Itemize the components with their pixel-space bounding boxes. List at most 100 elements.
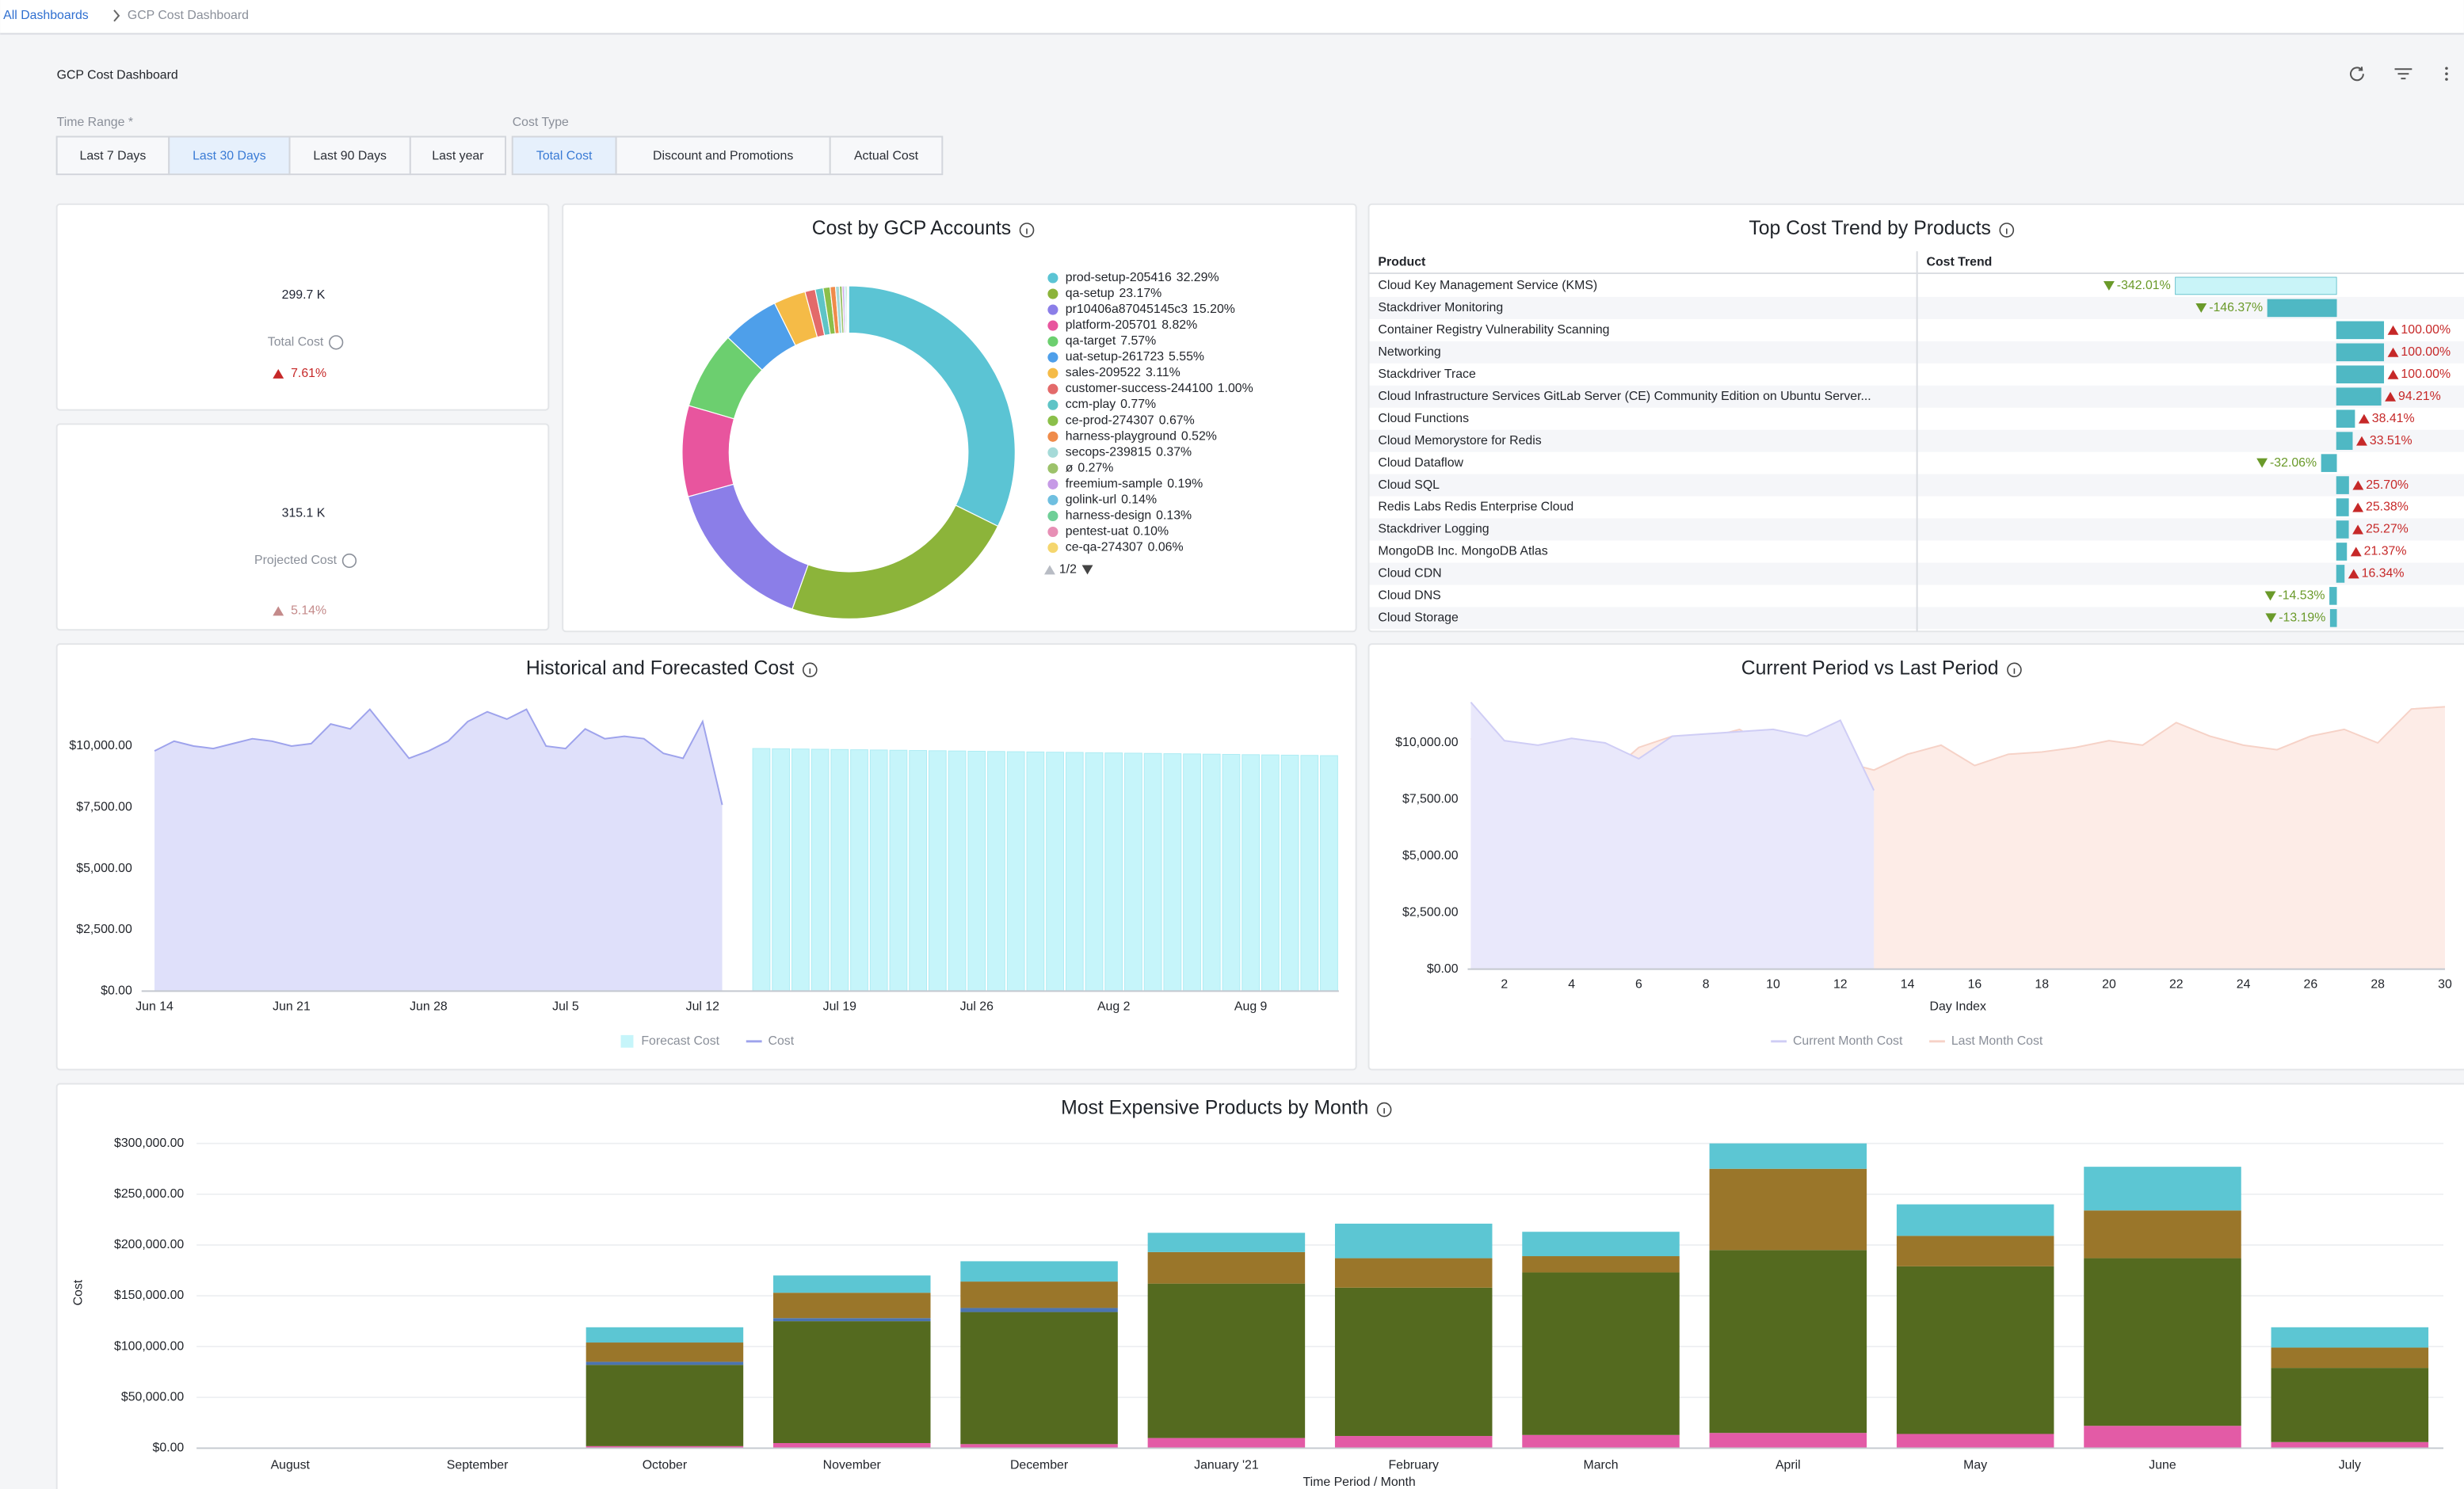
legend-label: pentest-uat: [1066, 525, 1129, 539]
x-tick-label: 8: [1703, 978, 1710, 992]
product-name: Cloud CDN: [1378, 567, 1441, 581]
bar-segment: [585, 1445, 744, 1449]
legend-label: freemium-sample: [1066, 478, 1163, 491]
legend-value: 1.00%: [1218, 382, 1253, 395]
filter-button[interactable]: [168, 135, 291, 176]
forecast-bar: [1300, 755, 1319, 992]
legend-swatch: [1047, 494, 1058, 505]
bar-segment: [1147, 1232, 1306, 1252]
filter-option[interactable]: Last 7 Days: [80, 150, 147, 163]
filter-option[interactable]: Total Cost: [536, 150, 593, 163]
legend-entry: harness-playground 0.52%: [1066, 429, 1217, 443]
x-tick-label: Aug 2: [1097, 1000, 1131, 1013]
dot: [2445, 67, 2448, 70]
y-tick-label: $50,000.00: [121, 1390, 185, 1403]
legend-page: 1/2: [1059, 563, 1077, 577]
refresh-icon[interactable]: [2350, 67, 2364, 82]
kpi-change: 5.14%: [291, 604, 326, 618]
bar-segment: [772, 1318, 931, 1322]
dot: [2445, 72, 2448, 75]
forecast-bar: [1320, 755, 1338, 992]
y-tick-label: $150,000.00: [114, 1289, 184, 1302]
filter-icon[interactable]: [2394, 68, 2413, 80]
legend-swatch: [1047, 447, 1058, 458]
pie-slice: [681, 405, 735, 497]
product-name: Cloud Memorystore for Redis: [1378, 434, 1541, 447]
trend-label: 100.00%: [2401, 367, 2451, 381]
legend-value: 5.55%: [1169, 350, 1204, 364]
trend-bar: [2336, 432, 2353, 450]
y-tick-label: $5,000.00: [1402, 849, 1459, 863]
filter-button[interactable]: [409, 135, 506, 176]
bar-segment: [2084, 1167, 2241, 1211]
bar-segment: [1709, 1168, 1867, 1251]
filter-option[interactable]: Last 90 Days: [313, 150, 387, 163]
x-tick-label: Aug 9: [1234, 1000, 1268, 1013]
legend-entry: platform-205701 8.82%: [1066, 318, 1197, 332]
y-tick-label: $100,000.00: [114, 1339, 184, 1353]
trend-arrow: [2264, 591, 2276, 601]
more-icon[interactable]: [2445, 67, 2448, 81]
filter-label: Cost Type: [513, 116, 569, 129]
bar-segment: [1709, 1143, 1867, 1169]
legend-entry: uat-setup-261723 5.55%: [1066, 350, 1204, 364]
bar-segment: [2084, 1258, 2241, 1426]
forecast-bar: [1261, 754, 1280, 992]
bar-segment: [1147, 1283, 1306, 1438]
trend-arrow: [2387, 369, 2399, 379]
forecast-bar: [752, 748, 771, 992]
bar-segment: [1896, 1236, 2054, 1266]
trend-bar: [2329, 609, 2337, 627]
filter-option[interactable]: Discount and Promotions: [653, 150, 793, 163]
product-name: Cloud DNS: [1378, 589, 1440, 603]
x-tick-label: 26: [2304, 978, 2318, 992]
breadcrumb-link[interactable]: All Dashboards: [3, 9, 89, 22]
refresh-arrow: [2358, 67, 2363, 71]
legend-label: Forecast Cost: [641, 1034, 719, 1048]
trend-arrow: [273, 606, 284, 616]
filter-button[interactable]: [288, 135, 411, 176]
bar-segment: [1896, 1204, 2054, 1236]
filter-button[interactable]: [511, 135, 617, 176]
bar-segment: [960, 1444, 1118, 1449]
legend-entry: qa-target 7.57%: [1066, 334, 1156, 348]
product-name: Stackdriver Logging: [1378, 523, 1489, 536]
chart-title: Most Expensive Products by Month: [1061, 1098, 1368, 1119]
trend-label: -14.53%: [2278, 589, 2325, 603]
filter-option[interactable]: Actual Cost: [854, 150, 919, 163]
y-tick-label: $200,000.00: [114, 1238, 184, 1251]
trend-label: -13.19%: [2279, 611, 2325, 625]
filter-option[interactable]: Last 30 Days: [193, 150, 266, 163]
legend-entry: sales-209522 3.11%: [1066, 366, 1181, 379]
bar-segment: [2271, 1327, 2429, 1348]
card: [55, 423, 550, 631]
y-tick-label: $250,000.00: [114, 1187, 184, 1201]
bar-segment: [960, 1261, 1118, 1282]
legend-entry: secops-239815 0.37%: [1066, 446, 1192, 459]
forecast-bar: [1046, 752, 1064, 992]
bar-segment: [1147, 1438, 1306, 1449]
area-line: [1470, 701, 1875, 791]
trend-label: -342.01%: [2117, 279, 2171, 292]
legend-label: Current Month Cost: [1793, 1034, 1903, 1048]
legend-value: 7.57%: [1120, 334, 1156, 348]
x-tick-label: May: [1963, 1458, 1987, 1472]
forecast-bar: [1222, 754, 1241, 992]
legend-value: 23.17%: [1119, 287, 1161, 300]
forecast-bar: [1280, 754, 1299, 992]
forecast-bar: [1143, 752, 1162, 992]
legend-label: harness-playground: [1066, 429, 1177, 443]
card: [55, 203, 550, 411]
product-name: Cloud Infrastructure Services GitLab Ser…: [1378, 390, 1871, 403]
legend-value: 0.13%: [1156, 509, 1192, 523]
trend-bar: [2336, 343, 2385, 362]
forecast-bar: [811, 748, 830, 992]
trend-label: 33.51%: [2370, 434, 2413, 447]
legend-next: [1081, 565, 1093, 575]
filter-option[interactable]: Last year: [432, 150, 484, 163]
filter-button[interactable]: [829, 135, 944, 176]
filter-button[interactable]: [615, 135, 831, 176]
x-tick-label: 12: [1833, 978, 1848, 992]
trend-label: 16.34%: [2362, 567, 2405, 581]
forecast-bar: [1104, 752, 1123, 992]
